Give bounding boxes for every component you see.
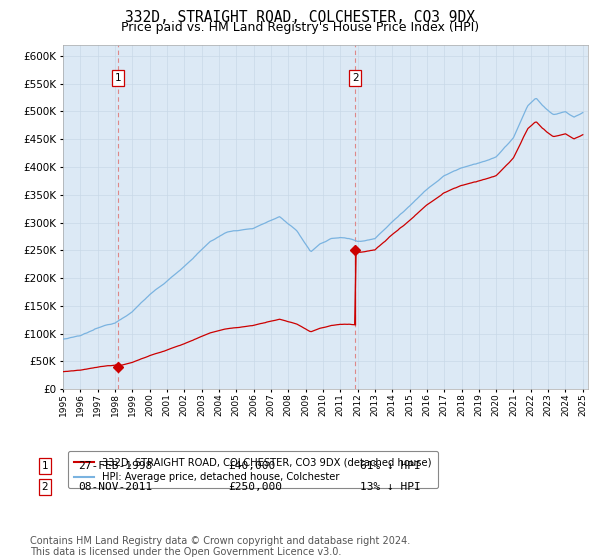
Text: £250,000: £250,000 [228, 482, 282, 492]
Text: Price paid vs. HM Land Registry's House Price Index (HPI): Price paid vs. HM Land Registry's House … [121, 21, 479, 34]
Text: Contains HM Land Registry data © Crown copyright and database right 2024.
This d: Contains HM Land Registry data © Crown c… [30, 535, 410, 557]
Text: 2: 2 [41, 482, 49, 492]
Text: 08-NOV-2011: 08-NOV-2011 [78, 482, 152, 492]
Text: 1: 1 [41, 461, 49, 471]
Text: 13% ↓ HPI: 13% ↓ HPI [360, 482, 421, 492]
Text: 2: 2 [352, 73, 358, 83]
Text: £40,000: £40,000 [228, 461, 275, 471]
Text: 1: 1 [115, 73, 121, 83]
Legend: 332D, STRAIGHT ROAD, COLCHESTER, CO3 9DX (detached house), HPI: Average price, d: 332D, STRAIGHT ROAD, COLCHESTER, CO3 9DX… [68, 451, 437, 488]
Text: 332D, STRAIGHT ROAD, COLCHESTER, CO3 9DX: 332D, STRAIGHT ROAD, COLCHESTER, CO3 9DX [125, 10, 475, 25]
Text: 27-FEB-1998: 27-FEB-1998 [78, 461, 152, 471]
Text: 61% ↓ HPI: 61% ↓ HPI [360, 461, 421, 471]
